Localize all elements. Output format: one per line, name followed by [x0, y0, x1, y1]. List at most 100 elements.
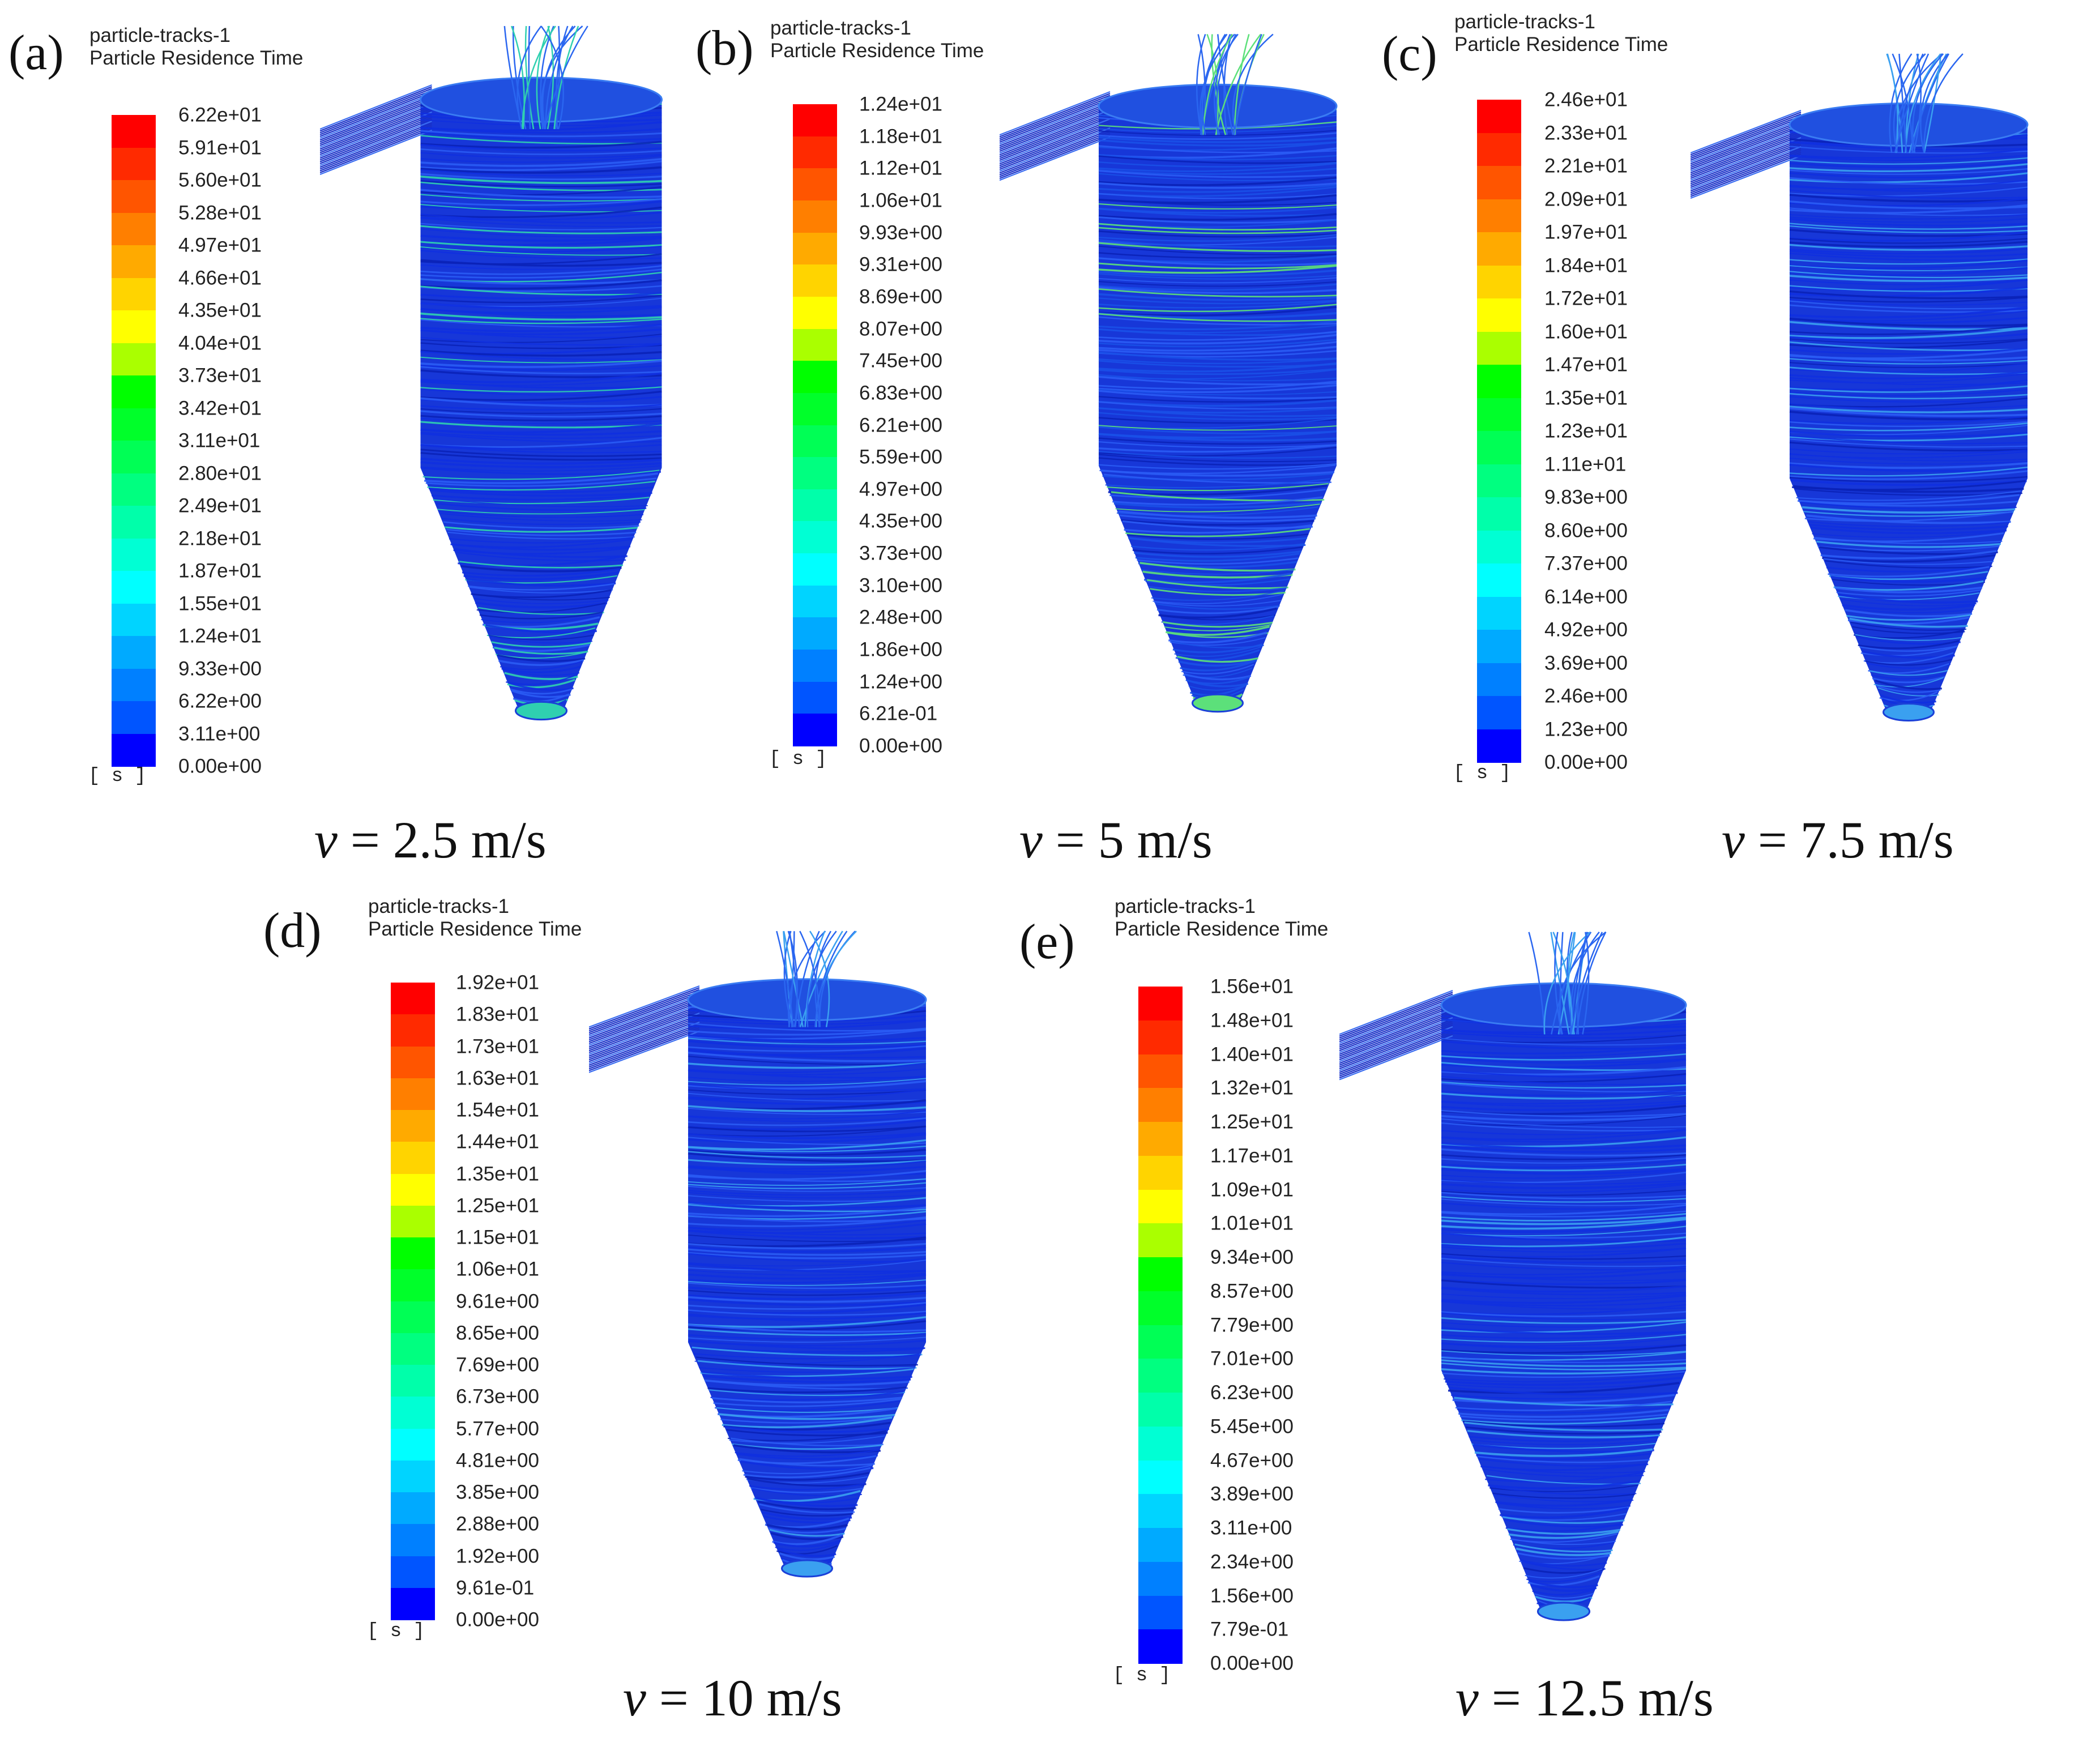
cyclone-particle-tracks	[1000, 33, 1338, 713]
colorbar-tick-label: 1.40e+01	[1210, 1043, 1294, 1065]
velocity-value: = 12.5 m/s	[1491, 1669, 1714, 1727]
colorbar	[1477, 100, 1521, 763]
unit-label: [ s ]	[367, 1621, 425, 1642]
colorbar-tick-label: 1.17e+01	[1210, 1145, 1294, 1167]
colorbar-tick-label: 3.89e+00	[1210, 1483, 1294, 1505]
legend-header-line2: Particle Residence Time	[89, 47, 304, 69]
panel-letter: (d)	[263, 903, 322, 958]
colorbar-tick-label: 6.73e+00	[456, 1385, 539, 1408]
colorbar-tick-label: 0.00e+00	[1210, 1652, 1294, 1675]
colorbar-band	[1138, 1122, 1183, 1156]
colorbar-band	[793, 136, 837, 169]
legend-header-line1: particle-tracks-1	[368, 895, 509, 917]
colorbar-band	[1477, 596, 1521, 630]
legend-header-line1: particle-tracks-1	[89, 24, 231, 46]
dust-outlet	[1192, 693, 1244, 713]
colorbar-tick-label: 3.10e+00	[859, 574, 942, 597]
colorbar-band	[1477, 365, 1521, 399]
colorbar-band	[1477, 464, 1521, 498]
colorbar-tick-label: 2.33e+01	[1544, 122, 1628, 144]
colorbar-band	[793, 617, 837, 650]
colorbar-band	[1477, 166, 1521, 200]
dust-outlet	[1883, 703, 1935, 721]
colorbar-band	[112, 441, 156, 474]
colorbar-band	[112, 668, 156, 702]
velocity-value: = 10 m/s	[659, 1669, 842, 1727]
colorbar-band	[1477, 199, 1521, 233]
colorbar-tick-label: 1.83e+01	[456, 1003, 539, 1026]
colorbar-band	[112, 343, 156, 376]
colorbar-tick-label: 1.86e+00	[859, 638, 942, 661]
colorbar-tick-label: 2.80e+01	[178, 462, 262, 484]
colorbar-tick-label: 4.04e+01	[178, 332, 262, 354]
inlet-duct-tracks	[589, 985, 700, 1073]
colorbar-band	[1477, 497, 1521, 531]
colorbar-tick-label: 7.01e+00	[1210, 1347, 1294, 1370]
colorbar-tick-label: 1.44e+01	[456, 1130, 539, 1153]
colorbar-tick-label: 6.14e+00	[1544, 586, 1628, 608]
colorbar-band	[1477, 398, 1521, 432]
vortex-finder-tracks	[1886, 53, 1964, 153]
colorbar-tick-label: 3.11e+00	[178, 723, 261, 745]
inlet-duct-tracks	[320, 84, 432, 176]
colorbar-tick-label: 9.31e+00	[859, 253, 942, 276]
colorbar-tick-label: 5.60e+01	[178, 169, 262, 191]
colorbar-tick-label: 4.66e+01	[178, 267, 262, 289]
colorbar-band	[793, 392, 837, 426]
colorbar	[112, 115, 156, 767]
colorbar	[793, 104, 837, 746]
colorbar-band	[112, 538, 156, 571]
colorbar-band	[1477, 100, 1521, 134]
colorbar-band	[1138, 1020, 1183, 1055]
colorbar-band	[793, 328, 837, 361]
colorbar-band	[1477, 729, 1521, 763]
vortex-finder-tracks	[503, 25, 588, 130]
colorbar-tick-label: 1.54e+01	[456, 1099, 539, 1121]
colorbar-band	[1138, 1054, 1183, 1088]
colorbar-band	[112, 115, 156, 148]
colorbar-band	[391, 1142, 435, 1175]
colorbar-band	[112, 212, 156, 246]
colorbar-band	[1138, 1155, 1183, 1190]
legend-header-line2: Particle Residence Time	[1115, 918, 1329, 940]
colorbar-tick-label: 0.00e+00	[178, 755, 262, 778]
colorbar-tick-label: 4.67e+00	[1210, 1449, 1294, 1471]
legend-header-line1: particle-tracks-1	[1454, 11, 1595, 33]
velocity-symbol: ν	[1722, 811, 1745, 869]
colorbar-tick-label: 5.59e+00	[859, 446, 942, 468]
legend-header-line2: Particle Residence Time	[770, 40, 984, 62]
colorbar-tick-label: 7.69e+00	[456, 1354, 539, 1376]
colorbar-tick-label: 1.24e+00	[859, 671, 942, 693]
colorbar-band	[793, 714, 837, 746]
colorbar-tick-label: 1.09e+01	[1210, 1179, 1294, 1201]
cyclone-particle-tracks	[320, 25, 663, 721]
colorbar-tick-label: 1.55e+01	[178, 592, 262, 614]
legend-header-line2: Particle Residence Time	[1454, 33, 1668, 55]
colorbar-tick-label: 3.73e+00	[859, 542, 942, 565]
vortex-finder-tracks	[1528, 931, 1607, 1035]
colorbar-tick-label: 1.63e+01	[456, 1067, 539, 1090]
colorbar-band	[391, 1587, 435, 1620]
colorbar-tick-label: 2.34e+00	[1210, 1551, 1294, 1573]
colorbar-tick-label: 8.57e+00	[1210, 1280, 1294, 1303]
colorbar-band	[793, 585, 837, 618]
velocity-label: ν = 2.5 m/s	[314, 810, 547, 870]
cyclone-particle-tracks	[589, 930, 927, 1578]
colorbar-band	[1138, 1629, 1183, 1664]
colorbar-tick-label: 7.79e-01	[1210, 1618, 1289, 1641]
colorbar-band	[1477, 232, 1521, 266]
colorbar-tick-label: 1.72e+01	[1544, 287, 1628, 310]
colorbar-band	[1477, 663, 1521, 697]
colorbar-band	[1138, 1595, 1183, 1630]
colorbar-tick-label: 5.28e+01	[178, 202, 262, 224]
colorbar-tick-label: 1.84e+01	[1544, 254, 1628, 276]
colorbar-tick-label: 8.69e+00	[859, 285, 942, 308]
vortex-finder-tracks	[1196, 33, 1274, 135]
colorbar-band	[1477, 563, 1521, 597]
colorbar-band	[1477, 530, 1521, 564]
colorbar-tick-label: 7.45e+00	[859, 349, 942, 372]
colorbar-band	[391, 1397, 435, 1429]
colorbar-tick-label: 1.48e+01	[1210, 1009, 1294, 1032]
colorbar-tick-label: 5.91e+01	[178, 136, 262, 159]
colorbar-tick-label: 1.97e+01	[1544, 221, 1628, 244]
